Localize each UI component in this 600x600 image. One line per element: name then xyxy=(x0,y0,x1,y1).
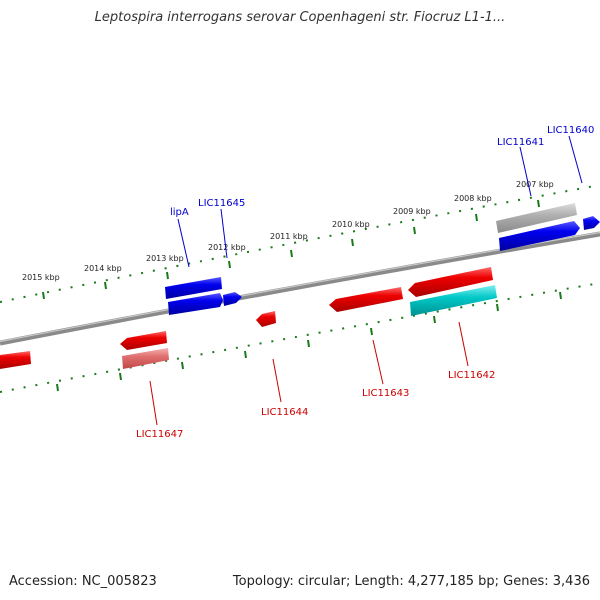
gene-lic11641-feature[interactable] xyxy=(499,221,580,251)
kbp-label: 2013 kbp xyxy=(146,254,184,263)
gene-label-lic11640[interactable]: LIC11640 xyxy=(547,125,594,136)
gene-label-lic11647[interactable]: LIC11647 xyxy=(136,429,183,440)
bottom-gene-labels: LIC11647 LIC11644 LIC11643 LIC11642 xyxy=(136,321,495,440)
kbp-label: 2009 kbp xyxy=(393,207,431,216)
gene-lic11642-feature[interactable] xyxy=(408,267,493,297)
kbp-label: 2012 kbp xyxy=(208,243,246,252)
gene-lic11642-cyan-feature[interactable] xyxy=(410,285,497,316)
genome-summary-text: Topology: circular; Length: 4,277,185 bp… xyxy=(232,574,590,589)
gene-label-lic11644[interactable]: LIC11644 xyxy=(261,407,308,418)
gene-lic11647-feature[interactable] xyxy=(120,331,167,350)
gene-left-edge-feature[interactable] xyxy=(0,351,31,369)
kbp-label: 2007 kbp xyxy=(516,180,554,189)
gene-label-lic11642[interactable]: LIC11642 xyxy=(448,370,495,381)
gene-lic11645-feature[interactable] xyxy=(168,293,223,315)
gene-label-lic11641[interactable]: LIC11641 xyxy=(497,137,544,148)
gene-small-blue-feature[interactable] xyxy=(223,292,242,306)
kbp-label: 2010 kbp xyxy=(332,220,370,229)
accession-text: Accession: NC_005823 xyxy=(9,574,157,589)
kbp-label: 2011 kbp xyxy=(270,232,308,241)
inner-ruler-major-ticks xyxy=(56,291,562,392)
gene-lic11641-grey-feature[interactable] xyxy=(496,203,577,233)
gene-label-lic11643[interactable]: LIC11643 xyxy=(362,388,409,399)
map-title: Leptospira interrogans serovar Copenhage… xyxy=(94,10,506,25)
outer-ruler-line xyxy=(0,184,600,303)
gene-label-lic11645[interactable]: LIC11645 xyxy=(198,198,245,209)
forward-genes xyxy=(165,203,600,315)
outer-ruler-major-ticks xyxy=(42,199,540,300)
gene-lic11643-feature[interactable] xyxy=(329,287,403,312)
top-gene-labels: lipA LIC11645 LIC11641 LIC11640 xyxy=(170,125,594,268)
reverse-genes xyxy=(0,267,497,369)
gene-lic11647-pink-feature[interactable] xyxy=(122,348,169,369)
gene-lipa-feature[interactable] xyxy=(165,277,222,299)
gene-lic11640-feature[interactable] xyxy=(583,216,600,230)
gene-label-lipa[interactable]: lipA xyxy=(170,207,189,218)
gene-lic11644-feature[interactable] xyxy=(256,311,276,327)
kbp-label: 2015 kbp xyxy=(22,273,60,282)
kbp-label: 2014 kbp xyxy=(84,264,122,273)
kbp-label: 2008 kbp xyxy=(454,194,492,203)
inner-ruler-line xyxy=(0,282,600,393)
genome-backbone xyxy=(0,231,600,346)
ruler-labels: 2015 kbp 2014 kbp 2013 kbp 2012 kbp 2011… xyxy=(22,180,554,282)
